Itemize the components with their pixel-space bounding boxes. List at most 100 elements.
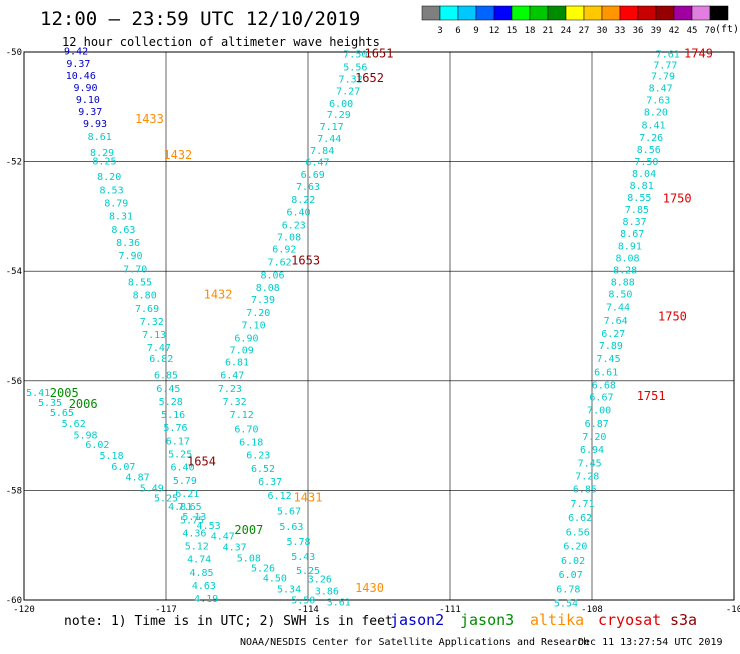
wave-height-point: 9.90 — [73, 83, 97, 94]
chart-subtitle: 12 hour collection of altimeter wave hei… — [62, 35, 380, 49]
y-tick-label: -54 — [6, 267, 22, 277]
grid — [24, 52, 734, 600]
y-axis-ticks: -50 -52 -54 -56 -58 -60 — [6, 48, 22, 606]
wave-height-point: 5.56 — [343, 63, 367, 74]
color-scale-unit: (ft) — [715, 24, 739, 35]
color-scale-swatch — [547, 5, 567, 21]
wave-height-point: 4.36 — [182, 528, 206, 539]
wave-height-point: 6.78 — [556, 584, 580, 595]
wave-height-point: 7.00 — [587, 406, 611, 417]
wave-height-point: 8.63 — [111, 225, 135, 236]
color-scale-tick-label: 42 — [669, 26, 680, 36]
x-tick-label: -114 — [297, 605, 319, 615]
color-scale-swatch — [655, 5, 675, 21]
color-scale-tick-label: 36 — [633, 26, 644, 36]
wave-height-point: 8.31 — [109, 212, 133, 223]
wave-height-point: 5.76 — [163, 423, 187, 434]
wave-height-point: 6.02 — [85, 440, 109, 451]
wave-height-point: 4.85 — [189, 568, 213, 579]
wave-height-point: 5.50 — [291, 595, 315, 606]
color-scale-swatch — [493, 5, 513, 21]
x-tick-label: -117 — [155, 605, 177, 615]
wave-height-point: 7.39 — [251, 295, 275, 306]
wave-height-point: 5.43 — [291, 552, 315, 563]
wave-height-point: 6.70 — [234, 424, 258, 435]
wave-height-point: 6.07 — [559, 570, 583, 581]
color-scale-swatch — [565, 5, 585, 21]
wave-height-point: 8.28 — [613, 265, 637, 276]
wave-height-point: 6.18 — [239, 437, 263, 448]
pass-time-label: 1651 — [365, 46, 394, 60]
wave-height-point: 7.47 — [147, 343, 171, 354]
legend-entry-jason3: jason3 — [460, 611, 514, 629]
wave-height-point: 6.17 — [166, 436, 190, 447]
wave-height-point: 8.08 — [615, 253, 639, 264]
color-scale-tick-label: 70 — [705, 26, 716, 36]
wave-height-point: 7.23 — [218, 384, 242, 395]
wave-height-point: 7.09 — [230, 345, 254, 356]
wave-height-point: 7.50 — [634, 157, 658, 168]
wave-height-point: 6.82 — [149, 354, 173, 365]
color-scale-swatch — [637, 5, 657, 21]
wave-height-point: 7.70 — [123, 264, 147, 275]
wave-height-point: 5.62 — [62, 419, 86, 430]
pass-time-label: 1432 — [163, 148, 192, 162]
wave-height-point: 8.55 — [627, 193, 651, 204]
wave-height-point: 8.25 — [92, 156, 116, 167]
wave-height-point: 6.85 — [573, 485, 597, 496]
color-scale-swatch — [619, 5, 639, 21]
wave-height-point: 7.63 — [296, 182, 320, 193]
color-scale-tick-label: 12 — [489, 26, 500, 36]
wave-height-point: 8.22 — [291, 195, 315, 206]
wave-height-point: 6.87 — [585, 419, 609, 430]
wave-height-point: 4.63 — [192, 581, 216, 592]
wave-height-point: 5.08 — [237, 554, 261, 565]
wave-height-point: 5.49 — [140, 483, 164, 494]
wave-height-point: 3.26 — [308, 574, 332, 585]
legend-entry-s3a: s3a — [670, 611, 697, 629]
legend-entry-jason2: jason2 — [390, 611, 444, 629]
wave-height-point: 9.42 — [64, 47, 88, 58]
wave-height-point: 7.26 — [639, 133, 663, 144]
pass-time-label: 1750 — [663, 192, 692, 206]
wave-height-point: 7.32 — [339, 75, 363, 86]
wave-height-point: 8.61 — [88, 132, 112, 143]
wave-height-point: 9.93 — [83, 119, 107, 130]
y-tick-label: -60 — [6, 596, 22, 606]
pass-time-label: 1654 — [187, 455, 216, 469]
wave-height-point: 8.37 — [623, 217, 647, 228]
wave-height-point: 6.21 — [175, 489, 199, 500]
color-scale-swatch — [475, 5, 495, 21]
wave-height-point: 5.13 — [182, 512, 206, 523]
wave-height-point: 5.25 — [296, 566, 320, 577]
wave-height-point: 4.47 — [211, 532, 235, 543]
wave-height-point: 4.87 — [126, 473, 150, 484]
wave-height-point: 7.90 — [118, 251, 142, 262]
wave-height-point: 4.53 — [197, 521, 221, 532]
wave-height-point: 7.17 — [320, 122, 344, 133]
color-scale-tick-label: 15 — [507, 26, 518, 36]
wave-height-point: 6.23 — [246, 451, 270, 462]
wave-height-point: 9.10 — [76, 95, 100, 106]
pass-time-label: 1430 — [355, 581, 384, 595]
wave-height-point: 8.67 — [620, 229, 644, 240]
color-scale-swatch — [439, 5, 459, 21]
time-labels: 1433 1432 1432 1431 1430 1651 1652 1653 1654 2005… — [50, 46, 713, 594]
wave-height-point: 5.78 — [286, 537, 310, 548]
wave-height-point: 5.54 — [554, 599, 578, 610]
wave-height-point: 6.40 — [171, 463, 195, 474]
wave-height-point: 7.50 — [343, 49, 367, 60]
wave-height-point: 5.34 — [277, 584, 301, 595]
wave-height-point: 8.41 — [641, 121, 665, 132]
wave-height-point: 7.44 — [606, 303, 630, 314]
color-scale-tick-label: 24 — [561, 26, 572, 36]
wave-height-point: 7.89 — [599, 341, 623, 352]
wave-height-point: 5.41 — [26, 388, 50, 399]
wave-height-point: 6.90 — [234, 333, 258, 344]
wave-height-point: 6.92 — [272, 245, 296, 256]
wave-height-point: 10.46 — [66, 71, 96, 82]
color-scale-tick-label: 9 — [473, 26, 478, 36]
color-scale-ticks: 3 6 9 12 15 18 21 24 27 30 33 36 39 42 45 70 — [437, 26, 715, 36]
